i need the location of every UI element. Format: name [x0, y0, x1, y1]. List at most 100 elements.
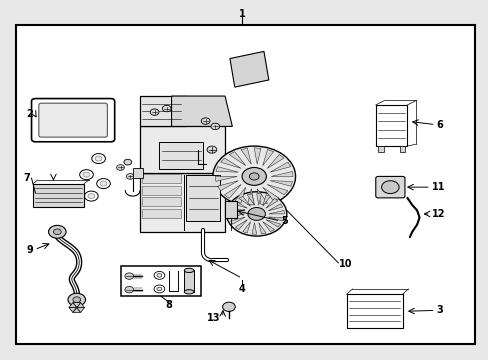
Polygon shape [267, 154, 284, 168]
Text: 10: 10 [339, 259, 352, 269]
Circle shape [48, 225, 66, 238]
Polygon shape [229, 51, 268, 87]
Polygon shape [73, 302, 81, 307]
Bar [399, 146, 405, 153]
Bar [346, 294, 402, 328]
Polygon shape [257, 189, 267, 204]
Text: 7: 7 [24, 173, 30, 183]
Bar [142, 197, 181, 206]
Bar [224, 202, 237, 217]
Text: 1: 1 [238, 9, 245, 19]
Ellipse shape [184, 290, 193, 294]
Polygon shape [69, 302, 77, 307]
Text: 13: 13 [206, 312, 220, 323]
Circle shape [126, 174, 134, 179]
Bar [140, 96, 186, 126]
Circle shape [212, 146, 295, 207]
Polygon shape [270, 181, 292, 186]
Circle shape [124, 287, 133, 293]
Circle shape [84, 191, 98, 201]
Polygon shape [230, 217, 244, 224]
Bar [142, 186, 181, 195]
Circle shape [206, 146, 216, 153]
Polygon shape [77, 302, 84, 307]
Bar [142, 208, 181, 217]
Text: 9: 9 [26, 245, 33, 255]
Polygon shape [247, 189, 254, 205]
Polygon shape [262, 195, 270, 206]
Circle shape [226, 192, 286, 236]
Polygon shape [229, 152, 245, 166]
Circle shape [95, 156, 102, 161]
Polygon shape [69, 307, 77, 312]
FancyBboxPatch shape [39, 103, 107, 137]
Polygon shape [262, 149, 273, 166]
Text: 6: 6 [436, 120, 443, 130]
Polygon shape [267, 217, 284, 221]
Bar [120, 266, 201, 296]
Circle shape [100, 181, 107, 186]
Polygon shape [224, 184, 241, 198]
Polygon shape [229, 207, 244, 211]
Circle shape [157, 287, 162, 291]
Circle shape [242, 167, 266, 185]
Circle shape [88, 194, 95, 199]
Ellipse shape [184, 268, 193, 273]
Polygon shape [243, 222, 250, 233]
Bar [132, 168, 143, 178]
Text: 2: 2 [26, 109, 33, 119]
Polygon shape [254, 148, 261, 164]
Circle shape [53, 229, 61, 235]
FancyBboxPatch shape [31, 99, 115, 142]
Polygon shape [262, 187, 279, 201]
Polygon shape [73, 307, 81, 312]
Circle shape [154, 285, 164, 293]
Bar [140, 173, 224, 232]
Bar [142, 174, 181, 183]
Polygon shape [246, 194, 254, 205]
Polygon shape [232, 201, 247, 208]
Polygon shape [217, 181, 238, 191]
Circle shape [247, 207, 265, 220]
Circle shape [201, 118, 209, 124]
Polygon shape [271, 171, 292, 176]
Circle shape [123, 159, 131, 165]
Circle shape [154, 271, 164, 279]
Bar [377, 146, 383, 153]
Circle shape [162, 105, 171, 112]
Text: 11: 11 [431, 182, 444, 192]
Polygon shape [251, 223, 256, 234]
Circle shape [68, 293, 85, 306]
Polygon shape [216, 167, 238, 172]
Circle shape [222, 302, 235, 311]
Polygon shape [235, 220, 247, 230]
FancyBboxPatch shape [375, 176, 404, 198]
Polygon shape [238, 196, 250, 206]
Bar [16, 24, 474, 344]
Polygon shape [267, 204, 282, 211]
Bar [375, 105, 407, 146]
Text: 5: 5 [281, 216, 287, 226]
Text: 8: 8 [165, 300, 172, 310]
Circle shape [97, 179, 110, 189]
Bar [186, 175, 220, 221]
Text: 3: 3 [436, 305, 443, 315]
Bar [33, 184, 84, 207]
Polygon shape [77, 307, 84, 312]
Circle shape [249, 173, 259, 180]
Polygon shape [265, 198, 277, 208]
Circle shape [73, 297, 81, 302]
Circle shape [116, 165, 124, 170]
Circle shape [381, 181, 398, 194]
Polygon shape [267, 184, 287, 195]
Circle shape [80, 170, 93, 180]
Circle shape [92, 154, 105, 163]
Bar [159, 143, 203, 169]
Polygon shape [270, 162, 290, 172]
Circle shape [83, 172, 90, 177]
Polygon shape [262, 222, 274, 231]
Circle shape [124, 273, 133, 279]
Circle shape [157, 274, 162, 277]
Polygon shape [268, 210, 284, 214]
Polygon shape [256, 194, 261, 205]
